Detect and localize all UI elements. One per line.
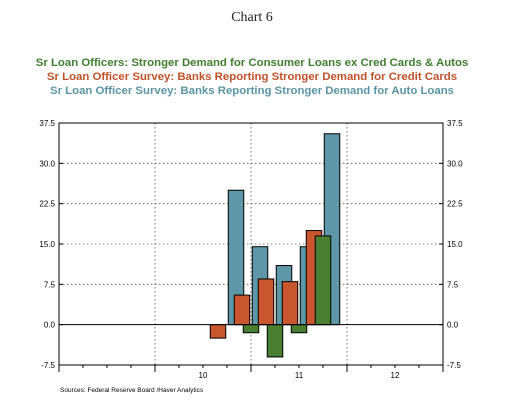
y-tick-label-left: -7.5 [41,361,55,370]
x-tick-label: 10 [199,371,208,380]
y-tick-label-left: 37.5 [39,119,55,128]
bar-credit_cards [257,278,275,326]
chart-title: Chart 6 [231,10,273,25]
bar-credit_cards [233,294,251,326]
x-tick-label: 12 [391,371,400,380]
bar-consumer [242,324,260,334]
source-note: Sources: Federal Reserve Board /Haver An… [60,387,204,394]
y-tick-label-right: 15.0 [447,240,463,249]
y-tick-label-right: 30.0 [447,159,463,168]
y-tick-label-right: 37.5 [447,119,463,128]
x-tick-label: 11 [295,371,304,380]
y-tick-label-right: 22.5 [447,200,463,209]
subtitle-consumer: Sr Loan Officers: Stronger Demand for Co… [36,57,469,69]
bars [209,133,341,358]
y-tick-label-left: 0.0 [44,321,56,330]
bar-credit_cards [281,281,299,326]
y-tick-label-left: 22.5 [39,200,55,209]
axes [58,122,444,372]
y-tick-label-right: 0.0 [447,321,459,330]
bar-consumer [290,324,308,334]
bar-consumer [314,235,332,326]
y-tick-label-left: 7.5 [44,280,56,289]
subtitle-credit-cards: Sr Loan Officer Survey: Banks Reporting … [47,71,457,83]
bar-credit_cards [209,324,227,339]
y-tick-label-right: 7.5 [447,280,459,289]
y-tick-label-left: 15.0 [39,240,55,249]
y-tick-label-right: -7.5 [447,361,461,370]
grid-lines [59,123,443,365]
tick-labels: -7.5 -7.5 0.0 0.0 7.5 7.5 15.0 15.0 22.5 22.5 30.0… [39,119,463,380]
bar-consumer [266,324,284,358]
subtitle-auto-loans: Sr Loan Officer Survey: Banks Reporting … [50,85,454,97]
y-tick-label-left: 30.0 [39,159,55,168]
